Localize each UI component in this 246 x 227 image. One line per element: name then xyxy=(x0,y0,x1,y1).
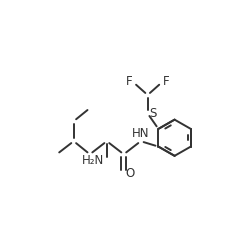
Text: F: F xyxy=(126,75,132,88)
Text: HN: HN xyxy=(132,127,150,140)
Text: O: O xyxy=(125,167,135,180)
Text: H₂N: H₂N xyxy=(82,154,105,167)
Text: F: F xyxy=(163,75,170,88)
Text: S: S xyxy=(149,107,156,120)
